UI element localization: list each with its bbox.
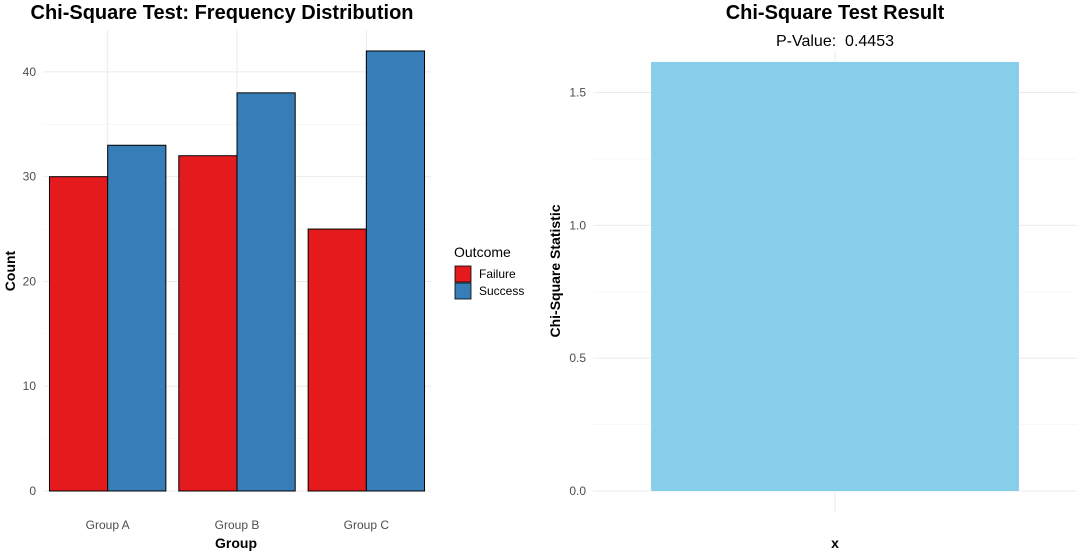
- frequency-chart-y-ticks: 0 10 20 30 40: [23, 65, 37, 498]
- frequency-chart-bars: [48, 50, 426, 492]
- bar-success-2: [236, 92, 296, 492]
- result-chart-y-ticks: 0.0 0.5 1.0 1.5: [569, 86, 586, 498]
- result-chart-subtitle: P-Value: 0.4453: [776, 33, 894, 50]
- legend-key-success: [454, 282, 472, 300]
- bar-failure-2: [178, 155, 238, 492]
- bar-success-3: [365, 50, 426, 492]
- x-tick-label: Group A: [86, 518, 130, 532]
- y-tick-label: 30: [23, 170, 37, 184]
- result-chart-title: Chi-Square Test Result: [726, 2, 945, 24]
- result-chart-x-axis-title: x: [831, 535, 839, 551]
- legend-label-failure: Failure: [479, 267, 516, 281]
- bar-failure-3: [307, 228, 367, 492]
- y-tick-label: 0: [29, 484, 36, 498]
- x-tick-label: Group B: [215, 518, 260, 532]
- y-tick-label: 1.5: [569, 86, 586, 100]
- frequency-chart-x-ticks: Group A Group B Group C: [86, 518, 390, 532]
- result-chart-bars: [651, 61, 1019, 491]
- y-tick-label: 20: [23, 274, 37, 288]
- bar-failure-1: [48, 176, 109, 492]
- x-tick-label: Group C: [344, 518, 390, 532]
- y-tick-label: 40: [23, 65, 37, 79]
- frequency-chart-title: Chi-Square Test: Frequency Distribution: [31, 2, 414, 24]
- frequency-chart-legend: Outcome Failure Success: [454, 244, 524, 300]
- chi-square-bar: [651, 61, 1019, 491]
- frequency-chart-y-axis-title: Count: [2, 250, 18, 291]
- y-tick-label: 0.5: [569, 351, 586, 365]
- frequency-chart: 0 10 20 30 40 Group A Group B Group C Chi-Squa…: [2, 2, 524, 551]
- frequency-chart-x-axis-title: Group: [215, 535, 257, 551]
- legend-title: Outcome: [454, 244, 511, 260]
- legend-key-failure: [454, 265, 472, 283]
- y-tick-label: 1.0: [569, 218, 586, 232]
- y-tick-label: 0.0: [569, 484, 586, 498]
- legend-label-success: Success: [479, 284, 524, 298]
- y-tick-label: 10: [23, 379, 37, 393]
- legend-items: Failure Success: [454, 265, 524, 300]
- bar-success-1: [107, 144, 167, 492]
- result-chart-y-axis-title: Chi-Square Statistic: [547, 204, 563, 337]
- result-chart: 0.0 0.5 1.0 1.5 Chi-Square Test Result P-Va…: [547, 2, 1077, 551]
